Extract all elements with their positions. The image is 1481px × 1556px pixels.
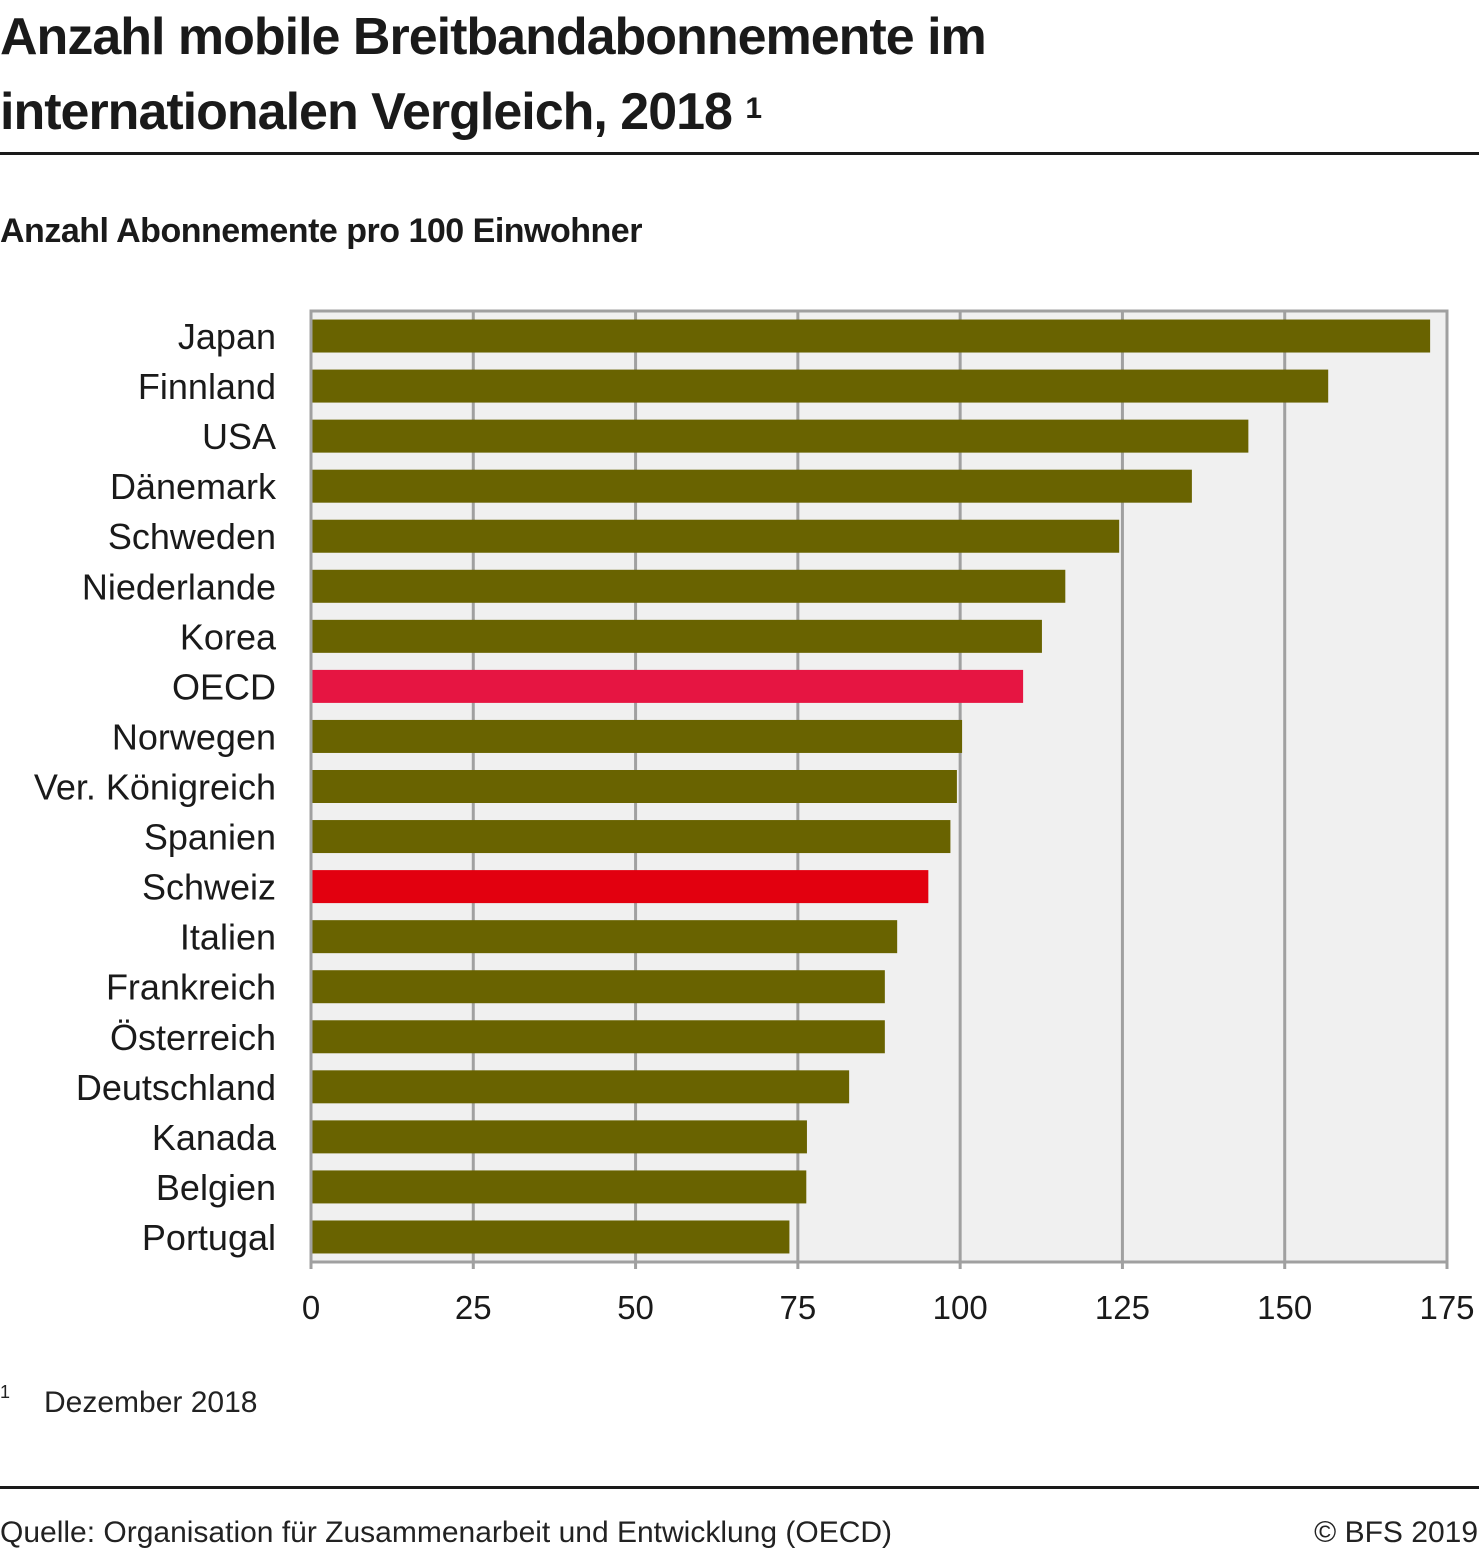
category-label: Dänemark	[110, 466, 277, 507]
category-label: Deutschland	[76, 1067, 276, 1108]
bar-usa	[311, 419, 1249, 453]
bar-korea	[311, 619, 1042, 653]
plot-frame	[309, 309, 1449, 1264]
category-label: Portugal	[142, 1217, 276, 1258]
category-label: Ver. Königreich	[34, 767, 276, 808]
footnote-text: Dezember 2018	[44, 1386, 258, 1419]
category-label: Schweiz	[142, 867, 276, 908]
bar-chart: Japan Finnland USA Dänemark Schweden Niederla…	[34, 309, 1475, 1326]
category-label: USA	[202, 416, 276, 457]
chart-title: Anzahl mobile Breitbandabonnemente im in…	[0, 0, 1200, 150]
bar-schweden	[311, 519, 1120, 553]
bar-kanada	[311, 1120, 807, 1154]
title-footnote-ref: 1	[745, 92, 762, 125]
chart-subtitle: Anzahl Abonnemente pro 100 Einwohner	[0, 212, 642, 250]
bar-dänemark	[311, 469, 1192, 503]
category-label: Niederlande	[82, 566, 276, 607]
x-tick-label: 50	[617, 1289, 654, 1326]
x-tick-label: 125	[1095, 1289, 1150, 1326]
bar-belgien	[311, 1170, 807, 1204]
bar-norwegen	[311, 719, 963, 753]
bar-finnland	[311, 369, 1329, 403]
footnote-mark: 1	[0, 1382, 11, 1402]
category-label: Österreich	[110, 1017, 276, 1058]
category-label: Korea	[180, 616, 277, 657]
category-label: Italien	[180, 917, 276, 958]
x-tick-label: 100	[933, 1289, 988, 1326]
bar-portugal	[311, 1220, 790, 1254]
bar-österreich	[311, 1020, 885, 1054]
category-label: Finnland	[138, 366, 276, 407]
x-tick-label: 175	[1419, 1289, 1474, 1326]
category-label: Kanada	[152, 1117, 277, 1158]
bar-schweiz	[311, 870, 929, 904]
title-divider	[0, 152, 1479, 155]
bar-deutschland	[311, 1070, 850, 1104]
footer-divider	[0, 1486, 1479, 1489]
category-label: Belgien	[156, 1167, 276, 1208]
x-tick-label: 75	[779, 1289, 816, 1326]
bar-japan	[311, 319, 1431, 353]
bar-spanien	[311, 820, 951, 854]
bar-italien	[311, 920, 898, 954]
title-line-1: Anzahl mobile Breitbandabonnemente im	[0, 8, 987, 66]
copyright: © BFS 2019	[1314, 1516, 1478, 1549]
title-line-2: internationalen Vergleich, 2018	[0, 83, 733, 141]
bar-niederlande	[311, 569, 1066, 603]
x-tick-label: 0	[302, 1289, 320, 1326]
bar-frankreich	[311, 970, 885, 1004]
x-tick-label: 150	[1257, 1289, 1312, 1326]
category-label: Norwegen	[112, 716, 276, 757]
category-label: Spanien	[144, 817, 276, 858]
bar-oecd	[311, 669, 1024, 703]
category-label: Schweden	[108, 516, 276, 557]
category-label: Frankreich	[106, 967, 276, 1008]
category-label: OECD	[172, 666, 276, 707]
x-tick-label: 25	[455, 1289, 492, 1326]
category-label: Japan	[178, 316, 276, 357]
source-note: Quelle: Organisation für Zusammenarbeit …	[0, 1516, 893, 1549]
bar-ver-königreich	[311, 770, 957, 803]
